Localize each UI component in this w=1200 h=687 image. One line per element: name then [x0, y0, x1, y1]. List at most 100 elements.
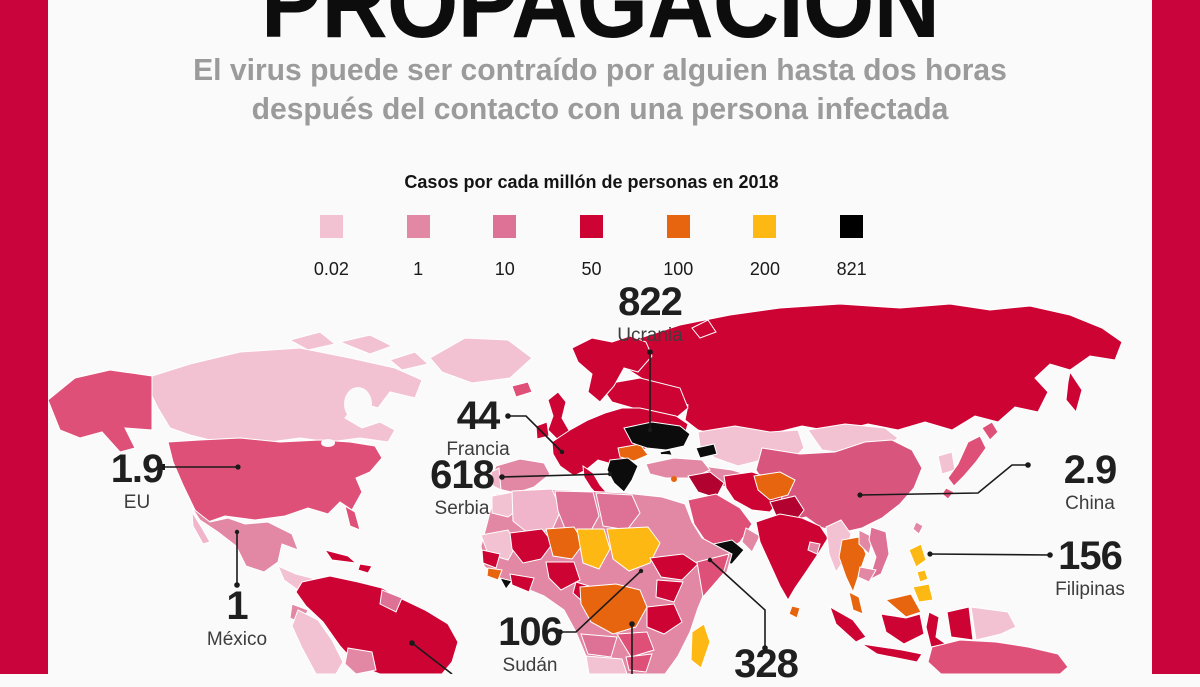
- region-madagascar: [690, 623, 711, 669]
- legend-value: 50: [581, 259, 602, 279]
- legend-swatch: [753, 215, 777, 238]
- legend-value: 821: [836, 259, 867, 279]
- callout-serbia: 618 Serbia: [387, 455, 537, 520]
- legend-item: 821: [808, 215, 895, 280]
- legend-swatch: [493, 215, 517, 238]
- legend-item: 1: [375, 215, 462, 280]
- leader-brazil: [411, 642, 453, 674]
- region-japan: [941, 421, 999, 500]
- region-taiwan: [912, 521, 924, 535]
- region-guinea: [486, 567, 503, 581]
- region-north-america: [47, 331, 533, 603]
- region-peru: [291, 609, 344, 674]
- region-niger: [545, 526, 585, 560]
- legend-item: 100: [635, 215, 722, 280]
- great-lakes: [321, 439, 335, 447]
- region-scandinavia: [571, 335, 653, 403]
- callout-328: 328: [691, 644, 841, 687]
- callout-value: 822: [618, 280, 683, 324]
- legend-swatch: [666, 215, 690, 238]
- region-vietnam: [868, 526, 890, 581]
- legend-swatch: [840, 215, 864, 238]
- region-india: [755, 513, 829, 601]
- region-philippines: [908, 543, 934, 603]
- legend-value: 0.02: [313, 259, 349, 279]
- region-greenland: [429, 337, 533, 384]
- region-se-asia-oceania: [825, 519, 1069, 674]
- region-russia: [607, 303, 1123, 436]
- region-afghanistan: [753, 471, 796, 501]
- legend-row: 0.02 1 10 50 100 200 821: [288, 215, 895, 280]
- legend-item: 50: [548, 215, 635, 280]
- legend-value: 1: [413, 259, 424, 279]
- leader-328: [709, 559, 766, 648]
- legend-swatch: [406, 215, 430, 238]
- region-kenya: [655, 579, 684, 603]
- leader-filipinas: [929, 553, 1051, 556]
- callout-leader-lines: [162, 352, 1051, 674]
- region-portugal: [490, 467, 502, 491]
- world-choropleth-map: [47, 303, 1123, 674]
- leader-francia: [508, 415, 563, 453]
- region-saudi-arabia: [687, 493, 753, 553]
- region-novaya-zemlya: [691, 319, 717, 339]
- callout-country: México: [206, 629, 268, 650]
- region-alaska: [47, 369, 153, 453]
- region-baltics-belarus: [599, 377, 689, 419]
- hudson-bay: [344, 387, 372, 421]
- callout-country: Filipinas: [1055, 579, 1125, 600]
- title-clip: PROPAGACIÓN: [48, 0, 1152, 46]
- region-bolivia: [344, 647, 377, 674]
- region-senegal: [481, 549, 501, 569]
- region-balkans-serbia: [606, 457, 639, 493]
- region-sumatra: [829, 605, 867, 643]
- callout-value: 44: [456, 394, 501, 438]
- region-somalia: [696, 553, 730, 599]
- callout-value: 1: [226, 584, 248, 628]
- region-kamchatka: [1065, 370, 1083, 414]
- region-egypt: [595, 492, 641, 531]
- region-liberia: [499, 577, 513, 590]
- region-tanzania: [646, 603, 683, 635]
- callout-filipinas: 156 Filipinas: [1015, 536, 1165, 601]
- region-florida: [344, 504, 361, 531]
- region-asia: [599, 303, 1123, 535]
- region-iraq-syria: [687, 471, 725, 499]
- region-borneo-indonesia: [880, 613, 925, 645]
- callout-value: 156: [1058, 534, 1123, 578]
- callout-country: Serbia: [434, 498, 490, 519]
- legend-value: 200: [749, 259, 780, 279]
- region-africa: [480, 488, 733, 674]
- callout-country: Francia: [446, 439, 510, 460]
- legend-item: 10: [461, 215, 548, 280]
- region-mali: [509, 528, 554, 564]
- region-angola: [580, 633, 618, 658]
- region-georgia: [695, 443, 718, 459]
- region-sudan: [606, 526, 661, 572]
- leader-sudan: [560, 570, 642, 633]
- leader-china: [859, 464, 1028, 496]
- region-guyanas: [379, 589, 403, 613]
- callout-country: EU: [123, 492, 151, 513]
- callout-value: 618: [430, 453, 495, 497]
- leader-line-dots: [159, 349, 1053, 651]
- region-baja: [191, 511, 211, 545]
- region-bangladesh: [807, 541, 821, 555]
- region-sulawesi: [925, 611, 948, 648]
- callout-country: China: [1065, 493, 1115, 514]
- region-mexico: [191, 507, 299, 573]
- callout-mexico: 1 México: [162, 586, 312, 651]
- region-sri-lanka: [788, 605, 801, 619]
- region-iceland: [511, 381, 533, 398]
- legend-title: Casos por cada millón de personas en 201…: [404, 172, 779, 192]
- legend-value: 10: [494, 259, 515, 279]
- page-title: PROPAGACIÓN: [92, 0, 1108, 46]
- region-nigeria: [545, 561, 581, 591]
- region-java: [861, 643, 923, 663]
- region-korea: [937, 451, 956, 475]
- subtitle: El virus puede ser contraído por alguien…: [65, 50, 1136, 128]
- region-ethiopia: [649, 553, 699, 581]
- callout-country: Ucrania: [617, 325, 683, 346]
- callout-ucrania: 822 Ucrania: [575, 282, 725, 347]
- legend-swatch: [319, 215, 343, 238]
